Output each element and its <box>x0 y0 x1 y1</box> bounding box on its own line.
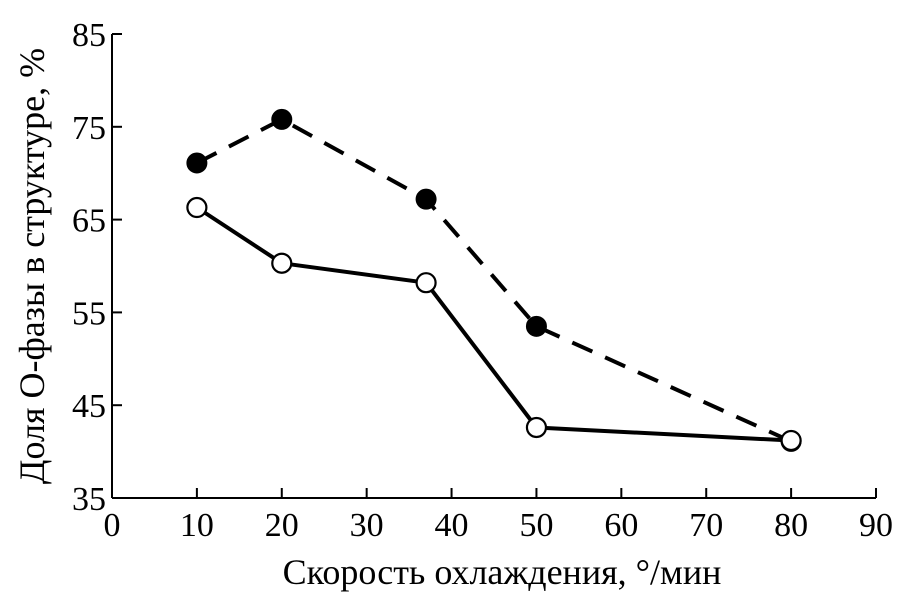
open-data-point <box>525 416 548 439</box>
x-tick-label: 80 <box>774 507 808 544</box>
y-tick-label: 85 <box>72 17 106 54</box>
y-tick-label: 55 <box>72 295 106 332</box>
open-data-point <box>780 429 802 452</box>
x-tick-label: 50 <box>519 507 553 544</box>
filled-data-point <box>186 152 208 174</box>
x-tick-label: 40 <box>435 507 469 544</box>
filled-data-point <box>271 108 293 130</box>
open-data-point <box>186 196 208 219</box>
filled-data-point <box>525 315 547 337</box>
x-tick-label: 30 <box>350 507 384 544</box>
x-tick-label: 60 <box>604 507 638 544</box>
y-tick-label: 75 <box>72 110 106 147</box>
x-tick-label: 10 <box>180 507 214 544</box>
x-tick-label: 20 <box>265 507 299 544</box>
axes <box>111 34 876 499</box>
open-data-point <box>415 272 437 294</box>
dashed-series-line <box>195 117 792 444</box>
filled-data-point <box>415 188 437 210</box>
x-axis-title: Скорость охлаждения, °/мин <box>283 552 722 592</box>
y-axis-title: Доля О-фазы в структуре, % <box>12 48 52 484</box>
series-layer <box>186 108 802 452</box>
y-tick-label: 35 <box>72 481 106 518</box>
x-tick-label: 0 <box>104 507 121 544</box>
x-tick-label: 70 <box>689 507 723 544</box>
y-ticks: 35 45 55 65 75 85 <box>72 17 122 518</box>
x-tick-label: 90 <box>859 507 893 544</box>
y-tick-label: 45 <box>72 388 106 425</box>
y-tick-label: 65 <box>72 203 106 240</box>
open-data-point <box>271 252 293 274</box>
x-ticks: 0 10 20 30 40 50 60 70 80 90 <box>104 488 893 544</box>
solid-series-line <box>195 205 792 443</box>
